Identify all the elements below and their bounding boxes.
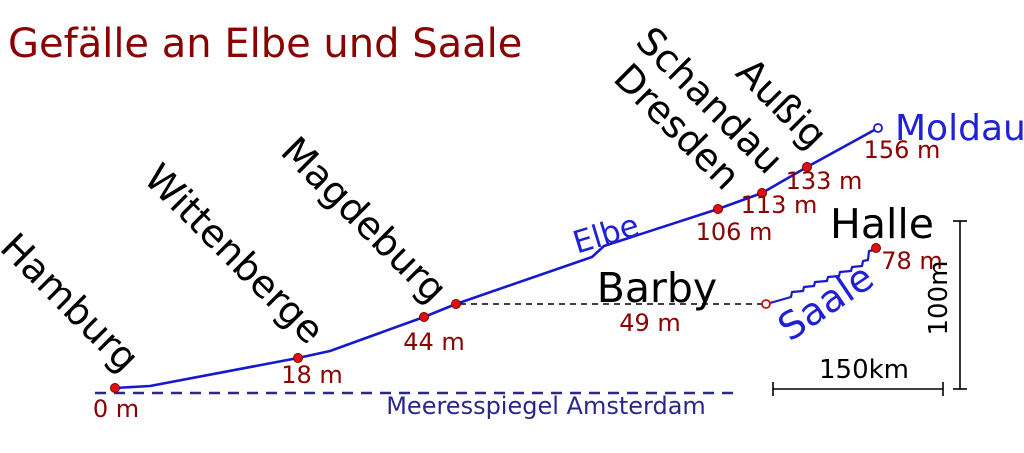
vertical-scale-bar	[953, 220, 967, 390]
station-dot-dresden	[713, 204, 723, 214]
station-dot-aussig	[802, 162, 812, 172]
station-label-halle: Halle	[830, 200, 934, 248]
moldau-endpoint-dot	[873, 123, 883, 133]
saale-start-dot	[761, 299, 771, 309]
elevation-label-hamburg: 0 m	[93, 395, 139, 423]
elevation-label-moldau: 156 m	[864, 136, 941, 164]
river-label-moldau: Moldau	[895, 108, 1024, 149]
sea-level-label: Meeresspiegel Amsterdam	[386, 392, 706, 420]
station-dot-halle	[871, 243, 881, 253]
elevation-label-aussig: 133 m	[786, 167, 863, 195]
diagram-title: Gefälle an Elbe und Saale	[8, 21, 522, 67]
elevation-label-magdeburg: 44 m	[403, 328, 465, 356]
elevation-label-halle: 78 m	[881, 247, 943, 275]
station-dot-barby	[451, 299, 461, 309]
horizontal-scale-label: 150km	[819, 355, 909, 385]
station-dot-wittenberge	[293, 353, 303, 363]
saale-profile-line	[769, 246, 877, 305]
elevation-label-dresden: 106 m	[696, 218, 773, 246]
elbe-profile-line	[114, 126, 879, 390]
horizontal-scale-bar	[772, 382, 944, 396]
station-dot-magdeburg	[419, 312, 429, 322]
elevation-label-barby: 49 m	[619, 309, 681, 337]
station-dot-hamburg	[110, 383, 120, 393]
elevation-label-schandau: 113 m	[741, 191, 818, 219]
station-label-barby: Barby	[597, 264, 717, 312]
vertical-scale-label: 100m	[924, 261, 954, 336]
elevation-label-wittenberge: 18 m	[281, 361, 343, 389]
station-dot-schandau	[757, 188, 767, 198]
